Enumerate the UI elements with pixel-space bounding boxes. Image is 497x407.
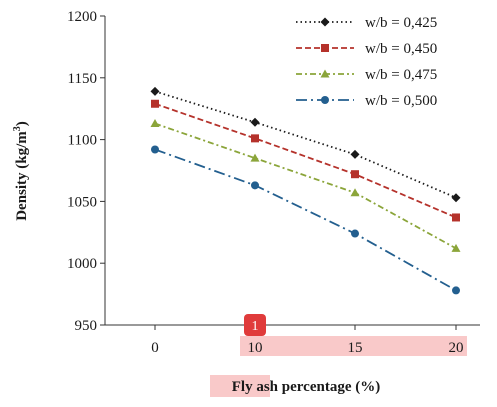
data-point	[350, 188, 360, 197]
legend-label: w/b = 0,425	[365, 15, 437, 31]
y-axis-title-text: Density (kg/m	[14, 131, 30, 221]
x-ticks-highlight	[240, 336, 467, 356]
y-tick-label: 1200	[67, 9, 97, 25]
legend: w/b = 0,425 w/b = 0,450 w/b = 0,475 w/b = 0…	[296, 15, 437, 109]
annotation-badge-box	[244, 314, 266, 336]
legend-label: w/b = 0,500	[365, 93, 437, 109]
data-point	[350, 149, 360, 159]
series-group	[151, 99, 460, 222]
y-axis-title-close: )	[14, 121, 30, 126]
x-tick-label: 15	[348, 340, 363, 356]
series-group	[151, 145, 460, 295]
y-tick-label: 1100	[68, 133, 97, 149]
data-point	[351, 229, 359, 238]
series-line	[154, 122, 457, 250]
y-tick-label: 950	[75, 318, 98, 334]
legend-marker	[321, 96, 329, 104]
data-point	[150, 86, 160, 96]
x-title-highlight	[210, 375, 270, 397]
data-point	[151, 99, 159, 108]
data-point	[452, 213, 460, 222]
x-tick-label: 0	[151, 340, 159, 356]
data-point	[451, 193, 461, 203]
series-group	[150, 86, 461, 203]
data-point	[250, 117, 260, 127]
legend-label: w/b = 0,475	[365, 67, 437, 83]
y-tick-label: 1000	[67, 256, 97, 272]
x-axis-title-rest: percentage (%)	[278, 379, 380, 395]
x-axis-title-highlighted: Fly ash	[232, 379, 279, 395]
highlight-layer	[210, 336, 467, 397]
data-point	[251, 181, 259, 190]
data-point	[251, 134, 259, 143]
x-tick-label: 10	[248, 340, 263, 356]
annotation-badge-label: 1	[252, 319, 259, 334]
data-point	[452, 286, 460, 295]
legend-label: w/b = 0,450	[365, 41, 437, 57]
series-line	[154, 102, 457, 219]
legend-marker	[321, 44, 329, 52]
data-point	[451, 243, 461, 252]
data-point	[150, 119, 160, 128]
y-tick-label: 1050	[67, 194, 97, 210]
series-line	[154, 148, 457, 292]
legend-marker	[320, 69, 330, 78]
y-ticks: 950 1000 1050 1100 1150 1200	[67, 9, 105, 334]
data-point	[250, 153, 260, 162]
x-tick-label: 20	[449, 340, 464, 356]
y-axis-title-sup: 3	[12, 126, 23, 131]
data-point	[151, 145, 159, 154]
y-tick-label: 1150	[68, 71, 97, 87]
series-layer	[150, 86, 461, 295]
data-point	[351, 170, 359, 179]
y-axis-title: Density (kg/m3)	[12, 121, 30, 221]
legend-marker	[320, 17, 330, 27]
x-axis-title: Fly ash percentage (%)	[232, 379, 380, 395]
series-group	[150, 119, 461, 252]
annotation-badge: 1	[244, 314, 266, 336]
